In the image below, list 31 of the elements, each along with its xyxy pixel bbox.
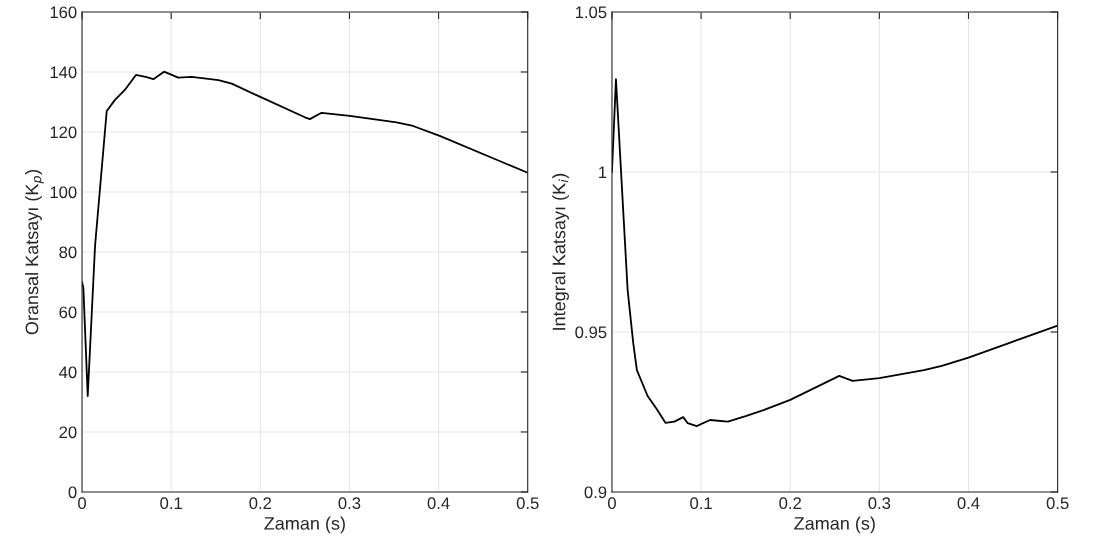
y-axis-title: Oransal Katsayı (K$_{p}$) <box>25 170 44 335</box>
x-tick-label: 0.2 <box>779 497 801 510</box>
y-tick-label: 140 <box>50 66 77 79</box>
x-tick-label: 0 <box>607 497 616 510</box>
y-tick-label: 160 <box>50 6 77 19</box>
y-tick-label: 20 <box>59 426 77 439</box>
y-tick-label: 100 <box>50 186 77 199</box>
y-tick-label: 120 <box>50 126 77 139</box>
line-series <box>611 78 1058 427</box>
x-tick-label: 0.4 <box>957 497 980 510</box>
x-tick-label: 0.2 <box>249 497 272 510</box>
line-series <box>82 70 528 397</box>
y-tick-label: 1 <box>599 166 607 179</box>
y-axis-title: Integral Katsayı (K$_{i}$) <box>552 173 569 330</box>
x-tick-label: 0 <box>78 497 87 510</box>
x-tick-label: 0.5 <box>516 497 539 510</box>
x-tick-label: 0.1 <box>690 497 712 510</box>
x-tick-label: 0.4 <box>427 497 450 510</box>
y-tick-label: 0.95 <box>575 326 607 339</box>
y-tick-label: 80 <box>59 246 77 259</box>
y-tick-label: 0.9 <box>584 486 607 499</box>
x-tick-label: 0.1 <box>160 497 182 510</box>
x-axis-title: Zaman (s) <box>794 516 875 534</box>
x-tick-label: 0.3 <box>868 497 891 510</box>
y-tick-label: 40 <box>59 366 77 379</box>
x-tick-label: 0.3 <box>338 497 361 510</box>
y-tick-label: 60 <box>59 306 77 319</box>
x-axis-title: Zaman (s) <box>264 516 345 534</box>
x-tick-label: 0.5 <box>1046 497 1069 510</box>
y-tick-label: 1.05 <box>575 6 607 19</box>
y-tick-label: 0 <box>68 486 77 499</box>
